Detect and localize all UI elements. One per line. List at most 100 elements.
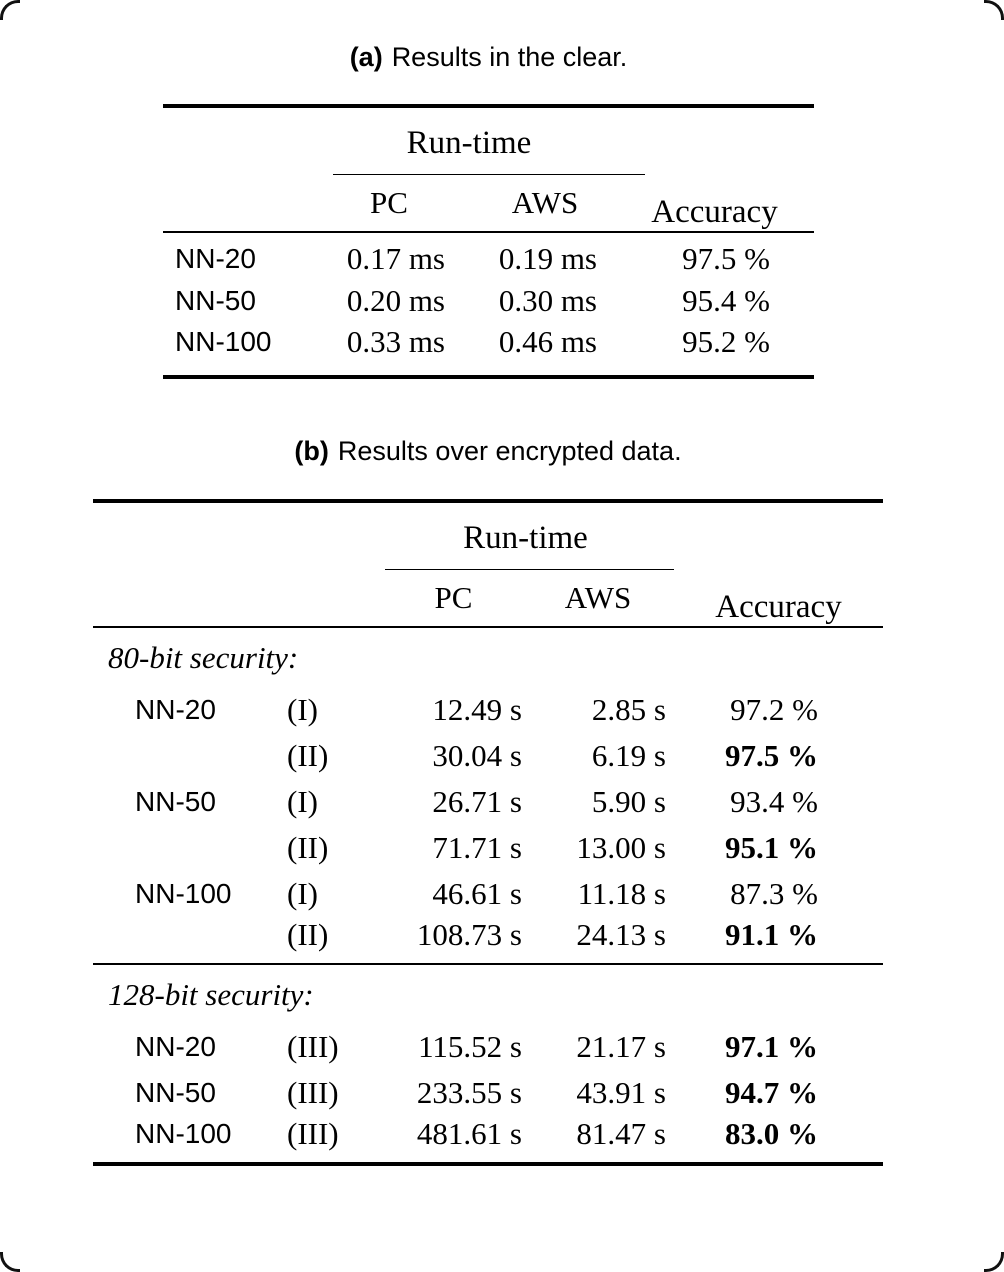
model-name [93, 825, 285, 871]
pc-runtime-value: 46.61 s [432, 876, 522, 911]
model-name [93, 733, 285, 779]
aws-runtime-value: 43.91 s [576, 1075, 666, 1110]
aws-runtime-value: 81.47 s [576, 1116, 666, 1151]
table-row: NN-20 0.17 ms 0.19 ms 97.5 % [163, 232, 814, 278]
aws-runtime-value: 6.19 s [591, 738, 666, 773]
model-name [93, 917, 285, 964]
table-b-header-spacer [93, 501, 385, 569]
aws-runtime-value: 2.85 s [591, 692, 666, 727]
accuracy-value: 95.1 % [725, 830, 818, 865]
accuracy-value: 95.4 % [682, 283, 770, 318]
subtable-b-caption: (b) Results over encrypted data. [93, 434, 883, 468]
window-corner-bottom-right [984, 1252, 1004, 1272]
table-a-header-spacer [163, 106, 333, 174]
pc-runtime-value: 115.52 s [418, 1029, 522, 1064]
table-b-header-row-2: PC AWS [93, 569, 883, 628]
accuracy-value: 97.5 % [682, 240, 770, 276]
model-name: NN-100 [135, 1118, 232, 1149]
table-row: NN-50 (III) 233.55 s 43.91 s 94.7 % [93, 1070, 883, 1116]
model-name: NN-50 [175, 285, 256, 316]
section-title-row-80bit: 80-bit security: [93, 626, 883, 687]
model-name: NN-100 [175, 326, 272, 357]
window-corner-top-right [984, 0, 1004, 20]
variant-label: (II) [287, 917, 329, 952]
pc-runtime-value: 0.17 ms [346, 240, 445, 276]
aws-runtime-value: 0.19 ms [498, 240, 597, 276]
subtable-a-caption-text: Results in the clear. [391, 42, 628, 72]
aws-runtime-value: 11.18 s [577, 876, 666, 911]
model-name: NN-20 [175, 242, 256, 274]
subtable-b-caption-text: Results over encrypted data. [337, 436, 682, 466]
pc-runtime-value: 233.55 s [416, 1075, 522, 1110]
table-row: NN-20 (I) 12.49 s 2.85 s 97.2 % [93, 687, 883, 733]
model-name: NN-20 [135, 1031, 216, 1062]
window-corner-top-left [0, 0, 20, 20]
table-row: NN-100 0.33 ms 0.46 ms 95.2 % [163, 324, 814, 377]
table-b-header-row-1: Run-time Accuracy [93, 501, 883, 628]
subtable-b: (b) Results over encrypted data. Run-time… [93, 434, 883, 1166]
table-a-header-row-2: PC AWS [163, 174, 814, 233]
table-a-header-row-1: Run-time Accuracy [163, 106, 814, 233]
accuracy-value: 95.2 % [682, 324, 770, 359]
model-name: NN-50 [135, 786, 216, 817]
model-name: NN-50 [135, 1077, 216, 1108]
table-b-header-spacer-2 [93, 569, 385, 628]
table-row: (II) 71.71 s 13.00 s 95.1 % [93, 825, 883, 871]
section-title: 128-bit security: [93, 963, 883, 1024]
pc-runtime-value: 108.73 s [416, 917, 522, 952]
aws-runtime-value: 24.13 s [576, 917, 666, 952]
accuracy-value: 97.1 % [725, 1029, 818, 1064]
aws-runtime-value: 21.17 s [576, 1029, 666, 1064]
table-b-pc-header: PC [385, 569, 530, 628]
pc-runtime-value: 481.61 s [416, 1116, 522, 1151]
section-title-row-128bit: 128-bit security: [93, 963, 883, 1024]
accuracy-value: 94.7 % [725, 1075, 818, 1110]
subtable-a-caption-label: (a) [349, 42, 383, 72]
table-b-accuracy-header: Accuracy [674, 501, 883, 628]
accuracy-value: 83.0 % [725, 1116, 818, 1151]
aws-runtime-value: 0.46 ms [498, 324, 597, 359]
accuracy-value: 87.3 % [730, 876, 818, 911]
variant-label: (I) [287, 692, 318, 727]
aws-runtime-value: 0.30 ms [498, 283, 597, 318]
variant-label: (II) [287, 830, 329, 865]
table-b-runtime-header: Run-time [385, 501, 674, 570]
accuracy-value: 93.4 % [730, 784, 818, 819]
table-row: NN-50 0.20 ms 0.30 ms 95.4 % [163, 278, 814, 324]
window-corner-bottom-left [0, 1252, 20, 1272]
section-title: 80-bit security: [93, 626, 883, 687]
aws-runtime-value: 5.90 s [591, 784, 666, 819]
pc-runtime-value: 0.20 ms [346, 283, 445, 318]
subtable-b-caption-label: (b) [294, 436, 329, 466]
table-row: NN-100 (I) 46.61 s 11.18 s 87.3 % [93, 871, 883, 917]
variant-label: (III) [287, 1075, 339, 1110]
model-name: NN-20 [135, 694, 216, 725]
variant-label: (III) [287, 1029, 339, 1064]
table-row: NN-50 (I) 26.71 s 5.90 s 93.4 % [93, 779, 883, 825]
subtable-a: (a) Results in the clear. Run-time Accura… [163, 40, 814, 379]
table-row: (II) 108.73 s 24.13 s 91.1 % [93, 917, 883, 964]
table-a-header-spacer-2 [163, 174, 333, 233]
pc-runtime-value: 71.71 s [432, 830, 522, 865]
table-row: (II) 30.04 s 6.19 s 97.5 % [93, 733, 883, 779]
variant-label: (I) [287, 784, 318, 819]
subtable-a-caption: (a) Results in the clear. [163, 40, 814, 74]
accuracy-value: 91.1 % [725, 917, 818, 952]
variant-label: (III) [287, 1116, 339, 1151]
variant-label: (II) [287, 738, 329, 773]
table-a-accuracy-header: Accuracy [645, 106, 814, 233]
table-a-aws-header: AWS [493, 174, 645, 233]
pc-runtime-value: 30.04 s [432, 738, 522, 773]
results-encrypted-table: Run-time Accuracy PC AWS 80-bit security… [93, 499, 883, 1166]
table-row: NN-20 (III) 115.52 s 21.17 s 97.1 % [93, 1024, 883, 1070]
pc-runtime-value: 26.71 s [432, 784, 522, 819]
accuracy-value: 97.5 % [725, 738, 818, 773]
pc-runtime-value: 0.33 ms [346, 324, 445, 359]
table-row: NN-100 (III) 481.61 s 81.47 s 83.0 % [93, 1116, 883, 1164]
table-b-aws-header: AWS [530, 569, 674, 628]
table-a-runtime-header: Run-time [333, 106, 645, 175]
results-clear-table: Run-time Accuracy PC AWS NN-20 0.17 ms 0… [163, 104, 814, 379]
accuracy-value: 97.2 % [730, 692, 818, 727]
model-name: NN-100 [135, 878, 232, 909]
table-a-pc-header: PC [333, 174, 493, 233]
